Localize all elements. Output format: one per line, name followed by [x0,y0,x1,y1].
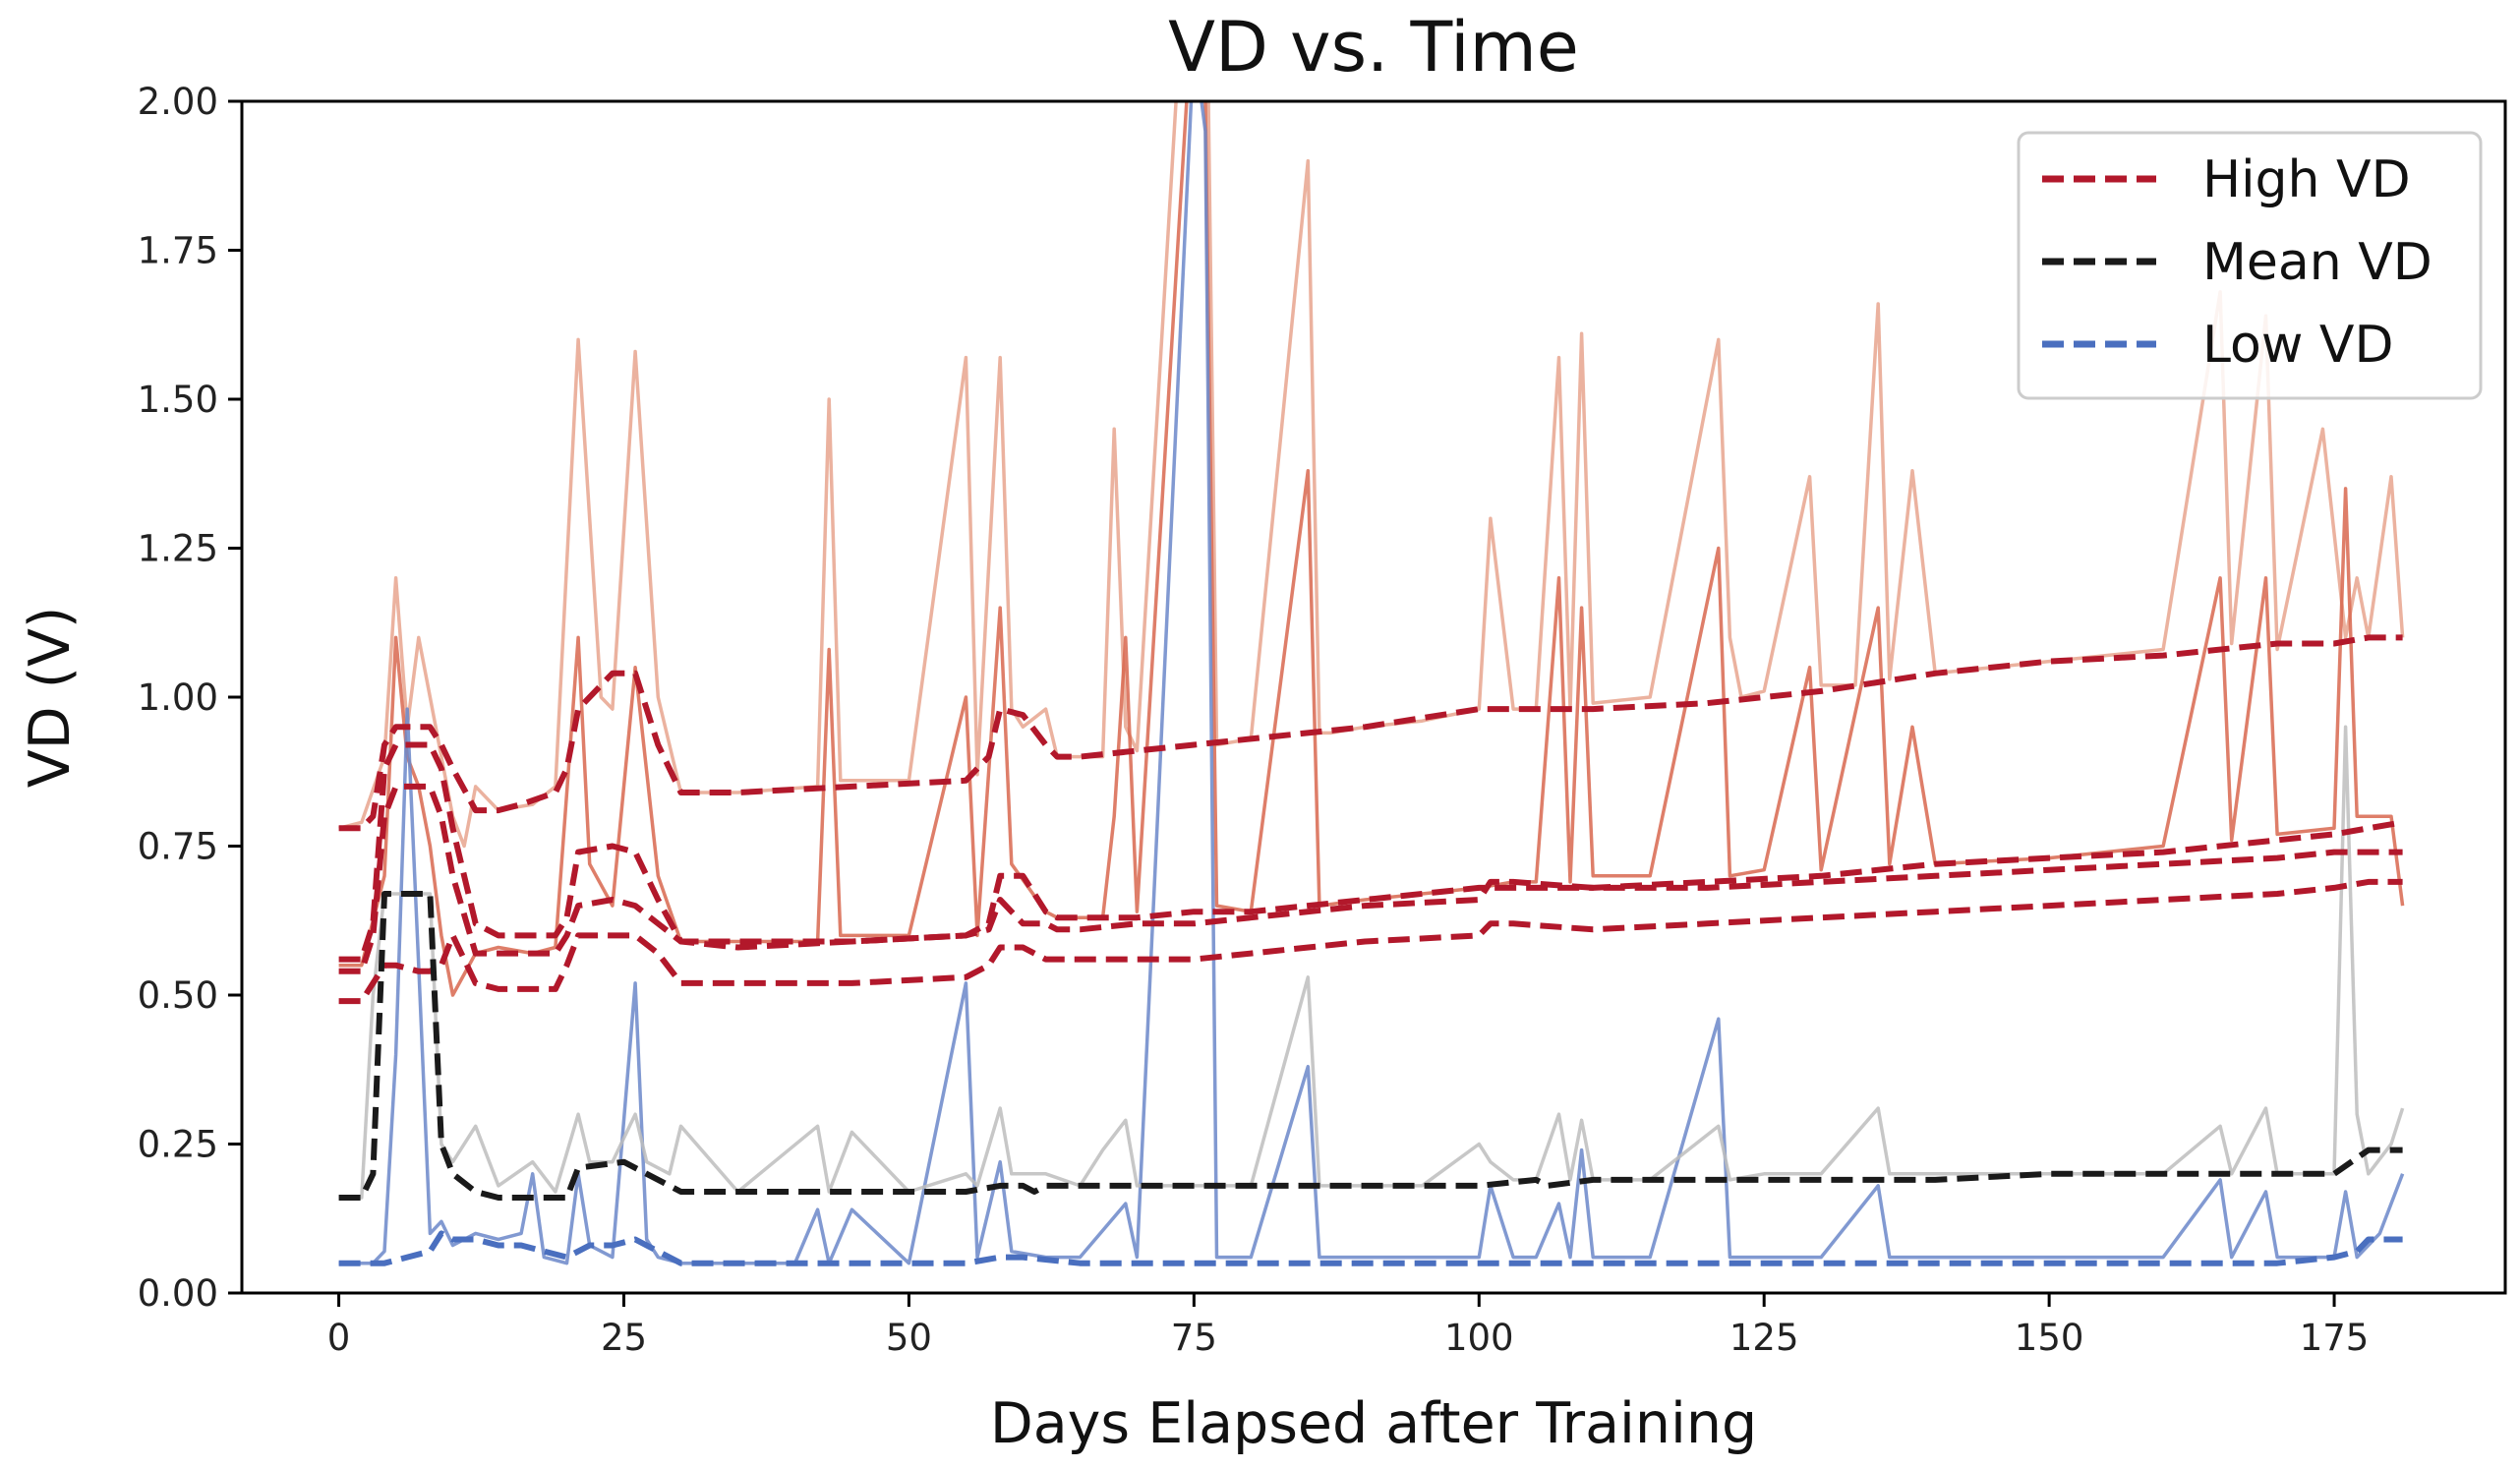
x-tick-label: 100 [1444,1317,1514,1359]
x-tick-label: 25 [601,1317,647,1359]
raw-series-line-2 [338,101,2405,1265]
legend-label: Mean VD [2202,233,2432,292]
x-axis-ticks: 0 25 50 75 100 125 150 175 [327,1293,2370,1359]
x-axis-title: Days Elapsed after Training [990,1391,1757,1456]
series-line-5 [338,1230,2403,1266]
series-line-1 [338,741,2404,963]
y-axis-title: VD (V) [18,607,83,788]
y-tick-label: 0.00 [138,1272,218,1315]
chart-title: VD vs. Time [1168,7,1579,88]
y-tick-label: 1.50 [138,379,218,421]
legend: High VD Mean VD Low VD [2017,131,2483,400]
y-tick-label: 1.75 [138,230,218,272]
series-line-0 [338,634,2403,832]
x-tick-label: 175 [2300,1317,2370,1359]
x-tick-label: 75 [1171,1317,1217,1359]
y-tick-label: 1.00 [138,676,218,719]
y-axis-ticks: 0.00 0.25 0.50 0.75 1.00 1.25 1.50 1.75 2.00 [138,81,242,1315]
smoothed-series-group [338,634,2404,1266]
x-tick-label: 50 [886,1317,932,1359]
y-tick-label: 0.50 [138,974,218,1017]
series-line-2 [338,783,2403,974]
x-tick-label: 0 [327,1317,351,1359]
y-tick-label: 1.25 [138,528,218,570]
legend-label: High VD [2202,150,2411,209]
y-tick-label: 2.00 [138,81,218,123]
legend-box [2017,131,2483,400]
y-tick-label: 0.75 [138,826,218,868]
x-tick-label: 125 [1729,1317,1799,1359]
series-line-3 [338,878,2403,1005]
legend-label: Low VD [2202,316,2394,375]
raw-series-line-1 [338,101,2405,997]
series-line-4 [338,891,2403,1201]
y-tick-label: 0.25 [138,1124,218,1166]
x-tick-label: 150 [2015,1317,2084,1359]
raw-series-line-0 [338,101,2405,849]
